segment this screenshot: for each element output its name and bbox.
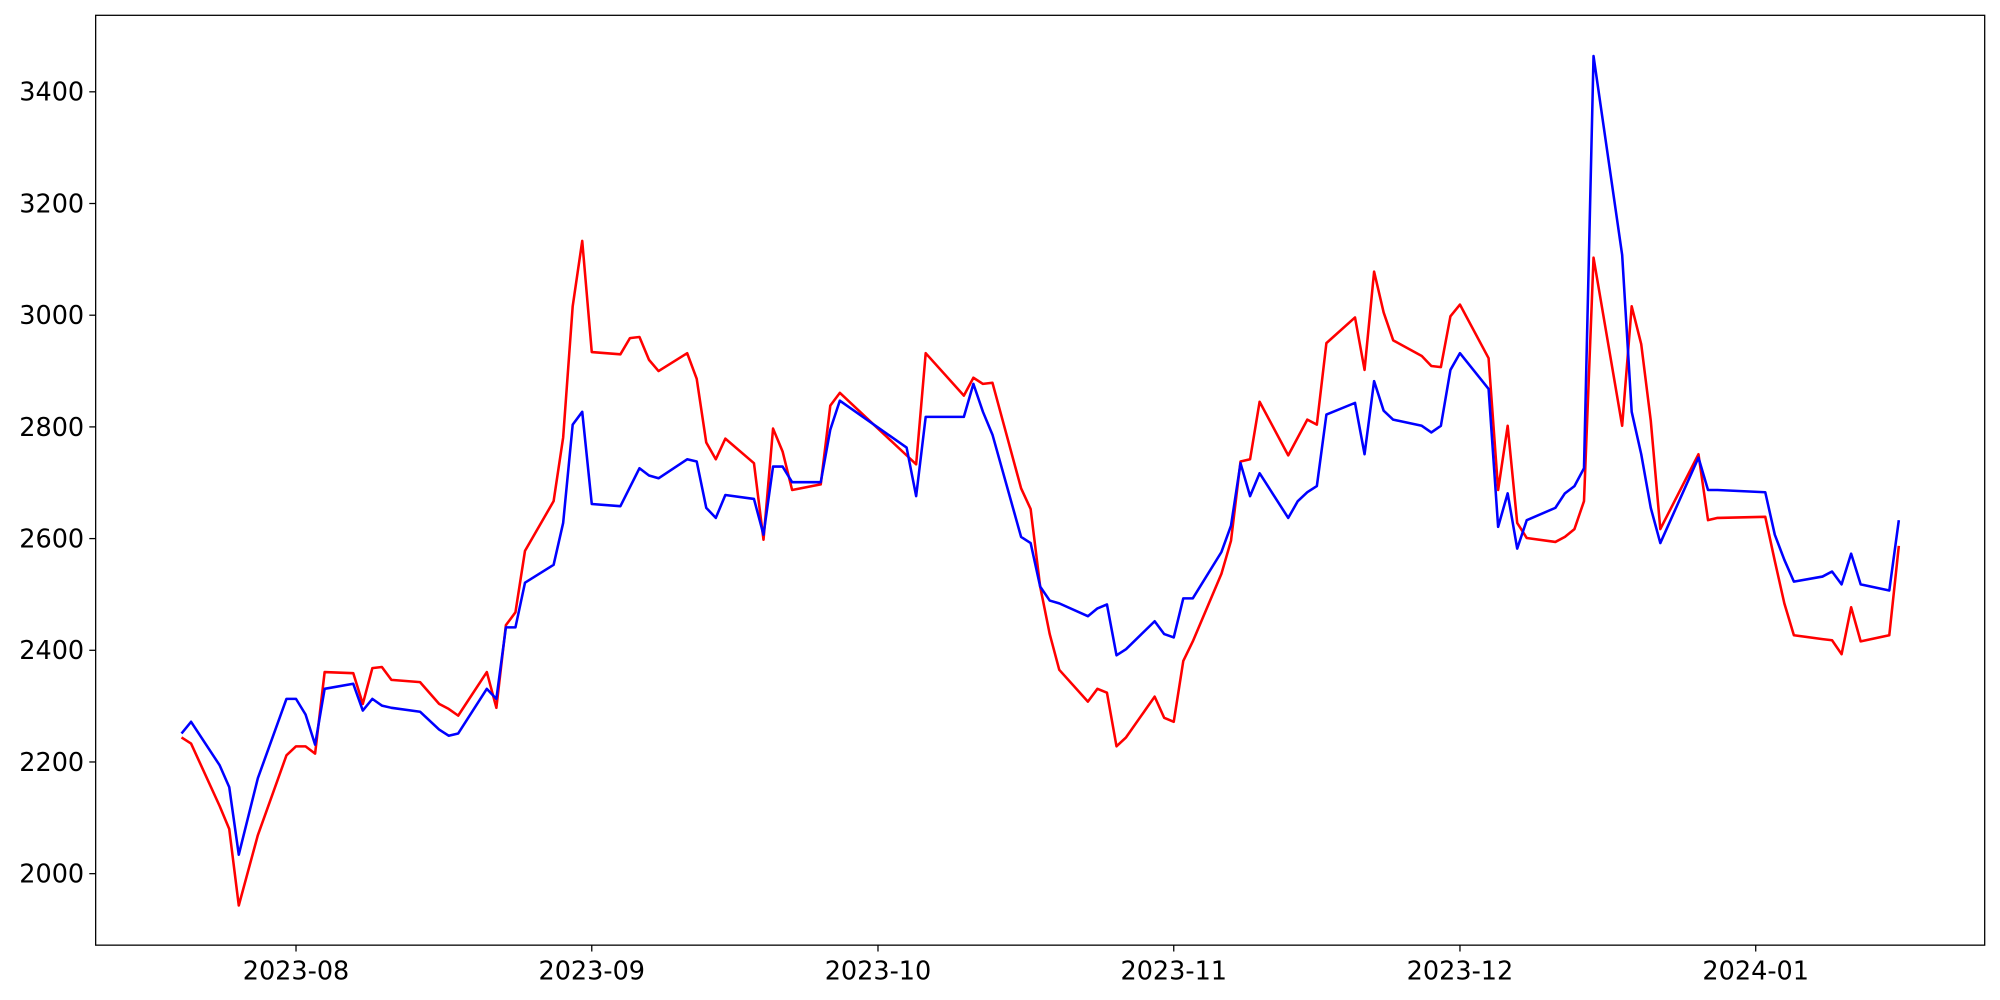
y-tick-label: 3200 (19, 189, 84, 219)
y-tick-label: 2400 (19, 636, 84, 666)
y-tick-label: 2200 (19, 748, 84, 778)
x-tick-label: 2024-01 (1702, 957, 1809, 987)
y-tick-label: 2800 (19, 413, 84, 443)
line-series (180, 239, 1901, 907)
x-tick-label: 2023-11 (1120, 957, 1227, 987)
x-tick-label: 2023-08 (243, 957, 350, 987)
y-tick-label: 3000 (19, 301, 84, 331)
y-tick-label: 2000 (19, 860, 84, 890)
line-series (180, 54, 1901, 856)
x-tick-label: 2023-12 (1407, 957, 1514, 987)
x-tick-label: 2023-09 (538, 957, 645, 987)
y-tick-label: 3400 (19, 78, 84, 108)
plot-frame (95, 14, 1986, 946)
y-tick-label: 2600 (19, 525, 84, 555)
x-tick-label: 2023-10 (825, 957, 932, 987)
